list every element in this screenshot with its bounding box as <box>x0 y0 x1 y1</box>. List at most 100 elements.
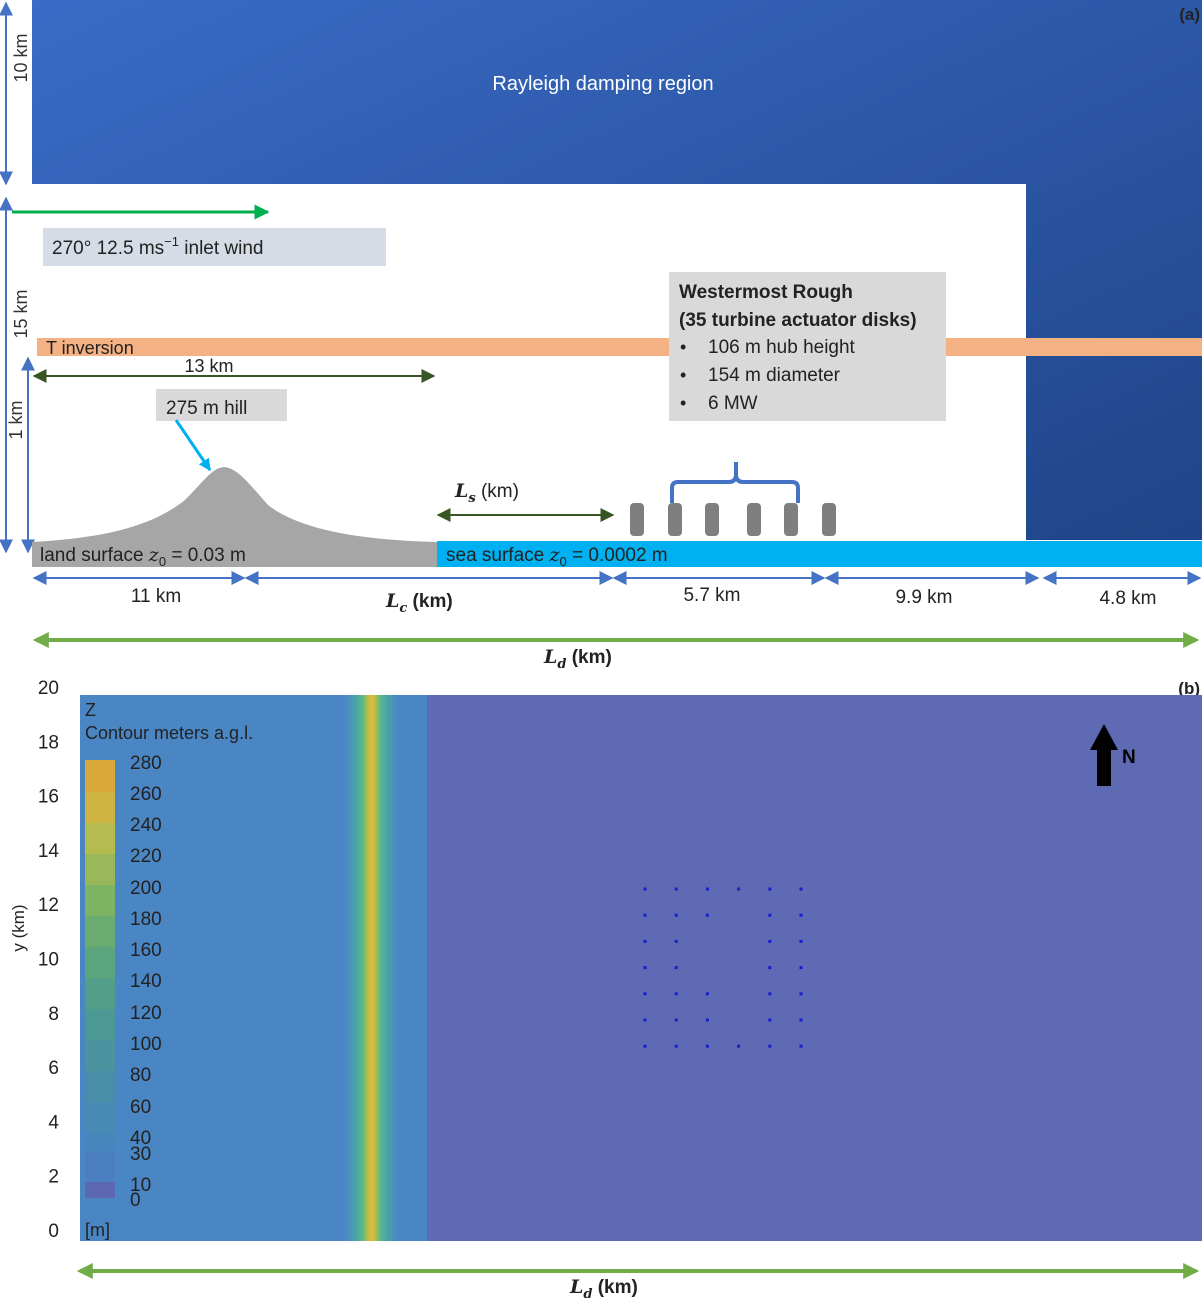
colorbar-level: 100 <box>130 1034 162 1055</box>
colorbar-level: 180 <box>130 909 162 930</box>
turbine-dot <box>799 887 803 891</box>
colorbar <box>85 760 115 1198</box>
dim-9-9km-label: 9.9 km <box>895 587 952 608</box>
ld-label-b: Ld (km) <box>569 1276 638 1302</box>
turbine-dot <box>768 913 772 917</box>
turbine-dot <box>705 1044 709 1048</box>
height-domain-label: 15 km <box>11 289 31 338</box>
colorbar-swatch <box>85 916 115 947</box>
farm-bullet-dot: • <box>680 365 686 385</box>
turbine-dot <box>737 887 741 891</box>
turbine-disk <box>747 503 761 536</box>
turbine-dot <box>674 992 678 996</box>
turbine-dot <box>674 1018 678 1022</box>
ld-label-a: Ld (km) <box>543 646 612 672</box>
dim-4-8km-label: 4.8 km <box>1099 588 1156 609</box>
turbine-dot <box>674 913 678 917</box>
turbine-dot <box>705 1018 709 1022</box>
dim-lc-label: Lc (km) <box>385 590 453 616</box>
panel-b-label: (b) <box>1178 679 1200 698</box>
turbine-dot <box>768 966 772 970</box>
y-tick-label: 12 <box>38 895 59 916</box>
colorbar-swatch <box>85 1102 115 1133</box>
farm-info-box <box>669 272 946 421</box>
hill-label: 275 m hill <box>166 398 247 419</box>
colorbar-swatch <box>85 885 115 916</box>
turbine-disk <box>822 503 836 536</box>
colorbar-level: 60 <box>130 1097 151 1118</box>
colorbar-title: Z <box>85 700 96 720</box>
y-tick-label: 14 <box>38 841 60 862</box>
y-tick-label: 8 <box>48 1004 59 1025</box>
turbine-dot <box>705 913 709 917</box>
y-axis-label: y (km) <box>9 904 28 951</box>
turbine-dot <box>643 992 647 996</box>
turbine-dot <box>643 1018 647 1022</box>
turbine-dot <box>799 939 803 943</box>
colorbar-swatch <box>85 1040 115 1071</box>
sea-surface <box>437 541 1202 567</box>
turbine-dot <box>799 1044 803 1048</box>
y-tick-label: 20 <box>38 678 59 699</box>
turbine-dot <box>643 887 647 891</box>
colorbar-swatch <box>85 792 115 823</box>
turbine-dot <box>799 966 803 970</box>
y-axis: 0 2 4 6 8 10 12 14 16 18 20 <box>38 678 60 1242</box>
north-label: N <box>1122 747 1136 768</box>
colorbar-swatch <box>85 978 115 1009</box>
t-inversion-label: T inversion <box>46 338 134 358</box>
colorbar-swatch <box>85 947 115 978</box>
height-low-label: 1 km <box>6 400 26 439</box>
colorbar-level: 30 <box>130 1144 151 1165</box>
turbine-dot <box>737 1044 741 1048</box>
turbine-disk <box>668 503 682 536</box>
inlet-wind-label: 270° 12.5 ms−1 inlet wind <box>52 234 264 259</box>
colorbar-level: 280 <box>130 753 162 774</box>
colorbar-swatch <box>85 760 115 792</box>
colorbar-swatch <box>85 854 115 885</box>
north-arrow-icon <box>1090 724 1118 786</box>
turbine-dot <box>768 992 772 996</box>
height-damping-label: 10 km <box>11 33 31 82</box>
colorbar-level: 200 <box>130 878 162 899</box>
hill-label-box <box>156 389 287 421</box>
farm-subtitle: (35 turbine actuator disks) <box>679 310 917 331</box>
inlet-wind-box <box>43 228 386 266</box>
colorbar-level: 120 <box>130 1003 162 1024</box>
turbine-dot <box>768 1044 772 1048</box>
colorbar-level: 40 <box>130 1128 151 1149</box>
turbine-dot <box>768 939 772 943</box>
colorbar-subtitle: Contour meters a.g.l. <box>85 723 253 743</box>
turbine-dot <box>674 1044 678 1048</box>
turbine-dot <box>799 1018 803 1022</box>
damping-region-label: Rayleigh damping region <box>492 73 713 95</box>
turbine-dot <box>768 887 772 891</box>
y-tick-label: 4 <box>48 1112 59 1133</box>
turbine-dot <box>674 966 678 970</box>
y-tick-label: 16 <box>38 787 59 808</box>
ls-label: Ls (km) <box>454 480 519 506</box>
turbine-layout <box>643 887 803 1048</box>
turbine-dot <box>674 939 678 943</box>
farm-bullet-dot: • <box>680 393 686 413</box>
turbine-disk <box>784 503 798 536</box>
turbine-dot <box>674 887 678 891</box>
panel-a: Rayleigh damping region (a) 10 km 15 km … <box>0 0 1202 672</box>
turbine-dot <box>768 1018 772 1022</box>
turbine-brace <box>670 462 800 503</box>
colorbar-level: 160 <box>130 940 162 961</box>
turbine-dot <box>799 913 803 917</box>
sea-map-region <box>427 695 1202 1241</box>
turbine-dot <box>705 887 709 891</box>
dim-5-7km-label: 5.7 km <box>683 585 740 606</box>
colorbar-level: 10 <box>130 1175 151 1196</box>
colorbar-level: 0 <box>130 1190 141 1211</box>
farm-bullet: 106 m hub height <box>708 337 856 358</box>
sea-surface-label: sea surface z0 = 0.0002 m <box>446 544 668 569</box>
y-tick-label: 6 <box>48 1058 59 1079</box>
colorbar-swatch <box>85 1182 115 1198</box>
dist-13km-label: 13 km <box>184 356 233 376</box>
turbine-dot <box>643 939 647 943</box>
colorbar-swatch <box>85 1151 115 1182</box>
